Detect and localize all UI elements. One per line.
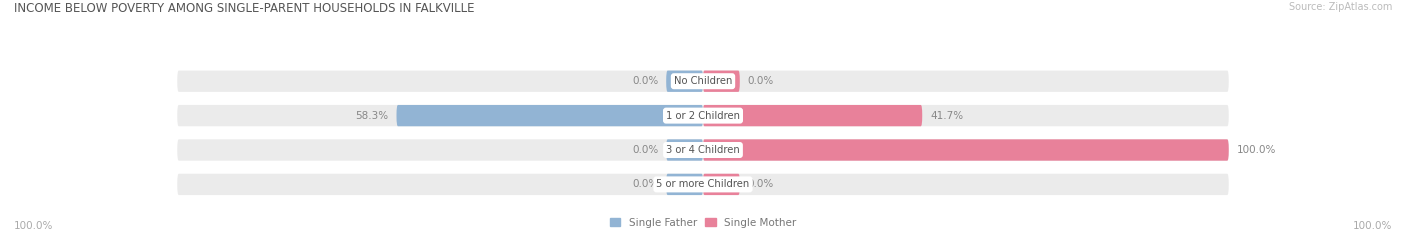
Text: 58.3%: 58.3% — [356, 111, 388, 121]
Legend: Single Father, Single Mother: Single Father, Single Mother — [610, 218, 796, 228]
FancyBboxPatch shape — [177, 105, 1229, 126]
Text: 3 or 4 Children: 3 or 4 Children — [666, 145, 740, 155]
FancyBboxPatch shape — [703, 105, 922, 126]
Text: 41.7%: 41.7% — [931, 111, 963, 121]
Text: 0.0%: 0.0% — [633, 76, 658, 86]
FancyBboxPatch shape — [177, 139, 1229, 161]
Text: INCOME BELOW POVERTY AMONG SINGLE-PARENT HOUSEHOLDS IN FALKVILLE: INCOME BELOW POVERTY AMONG SINGLE-PARENT… — [14, 2, 475, 15]
FancyBboxPatch shape — [177, 71, 1229, 92]
Text: No Children: No Children — [673, 76, 733, 86]
FancyBboxPatch shape — [703, 174, 740, 195]
FancyBboxPatch shape — [666, 139, 703, 161]
FancyBboxPatch shape — [177, 174, 1229, 195]
Text: 0.0%: 0.0% — [748, 76, 773, 86]
Text: 0.0%: 0.0% — [748, 179, 773, 189]
Text: Source: ZipAtlas.com: Source: ZipAtlas.com — [1288, 2, 1392, 12]
Text: 0.0%: 0.0% — [633, 145, 658, 155]
FancyBboxPatch shape — [666, 71, 703, 92]
FancyBboxPatch shape — [396, 105, 703, 126]
Text: 100.0%: 100.0% — [1353, 221, 1392, 231]
Text: 100.0%: 100.0% — [1237, 145, 1277, 155]
FancyBboxPatch shape — [703, 139, 1229, 161]
Text: 100.0%: 100.0% — [14, 221, 53, 231]
FancyBboxPatch shape — [703, 71, 740, 92]
Text: 1 or 2 Children: 1 or 2 Children — [666, 111, 740, 121]
FancyBboxPatch shape — [666, 174, 703, 195]
Text: 0.0%: 0.0% — [633, 179, 658, 189]
Text: 5 or more Children: 5 or more Children — [657, 179, 749, 189]
